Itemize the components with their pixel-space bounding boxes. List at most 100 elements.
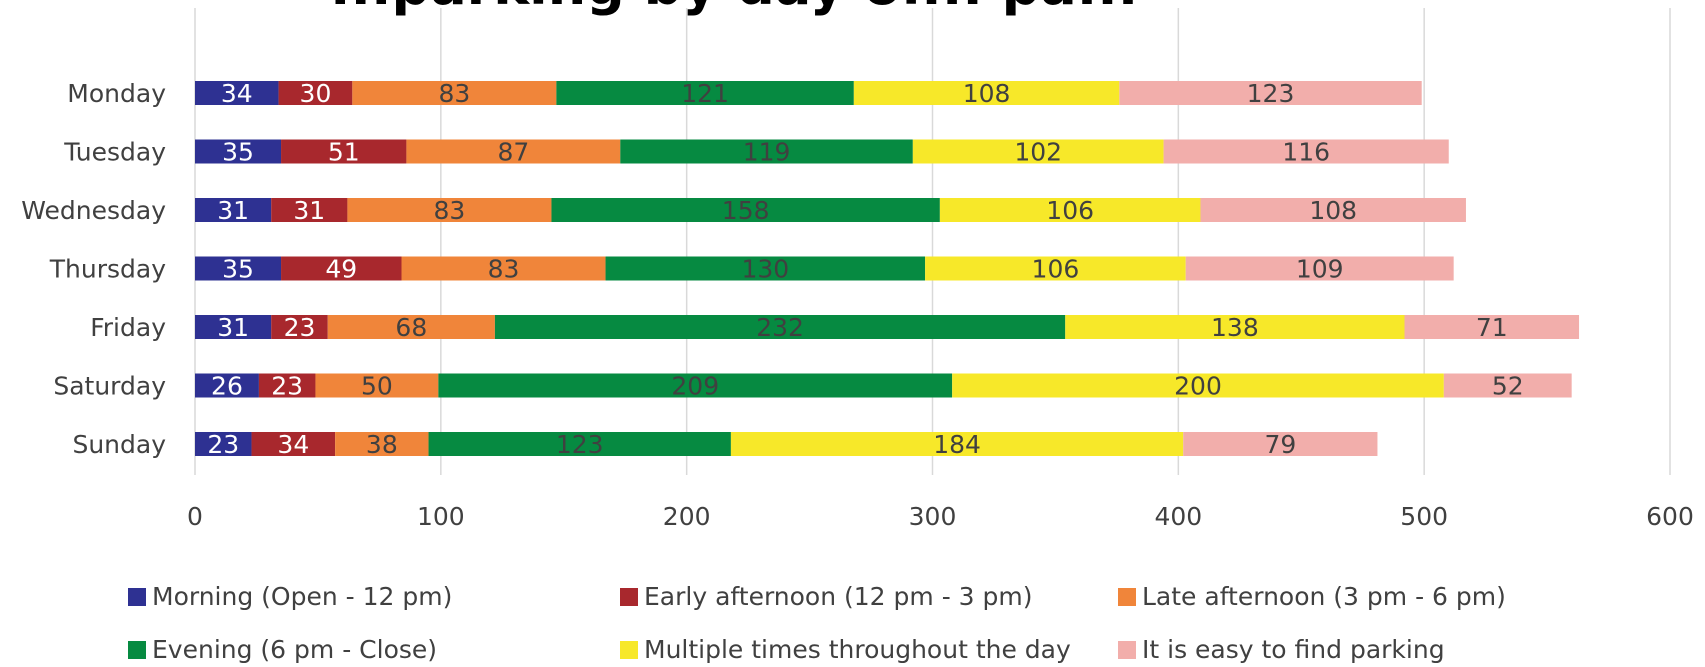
bar-segment: [1443, 373, 1572, 398]
data-label: 121: [681, 79, 729, 108]
data-label: 71: [1476, 313, 1508, 342]
x-tick-label: 0: [187, 502, 203, 531]
data-label: 130: [741, 255, 789, 284]
bar-segment: [605, 256, 926, 281]
data-label: 23: [271, 372, 303, 401]
category-label: Thursday: [49, 255, 166, 284]
data-label: 109: [1296, 255, 1344, 284]
data-label: 106: [1046, 196, 1094, 225]
bar-segment: [1119, 81, 1422, 105]
category-label: Friday: [90, 313, 166, 342]
bar-segment: [1183, 432, 1378, 456]
category-label: Saturday: [53, 372, 166, 401]
bar-segment: [258, 373, 316, 398]
bar-segment: [347, 198, 552, 222]
data-label: 31: [293, 196, 325, 225]
category-label: Tuesday: [63, 138, 166, 167]
data-label: 26: [211, 372, 243, 401]
data-label: 116: [1282, 138, 1330, 167]
bar-segment: [195, 81, 279, 105]
data-label: 34: [221, 79, 253, 108]
category-label: Sunday: [72, 430, 166, 459]
data-label: 35: [222, 138, 254, 167]
bar-segment: [195, 256, 282, 281]
data-label: 108: [1309, 196, 1357, 225]
x-tick-label: 100: [417, 502, 465, 531]
x-tick-label: 400: [1154, 502, 1202, 531]
bar-segment: [271, 198, 348, 222]
x-tick-label: 500: [1400, 502, 1448, 531]
data-label: 232: [756, 313, 804, 342]
bar-segment: [1200, 198, 1466, 222]
bar-segment: [1163, 139, 1449, 164]
data-label: 68: [395, 313, 427, 342]
data-label: 52: [1492, 372, 1524, 401]
bar-segment: [853, 81, 1120, 105]
data-label: 83: [488, 255, 520, 284]
data-label: 34: [277, 430, 309, 459]
bar-segment: [939, 198, 1201, 222]
bar-segment: [428, 432, 731, 456]
bar-segment: [278, 81, 353, 105]
data-label: 51: [328, 138, 360, 167]
bar-segment: [401, 256, 606, 281]
bar-segment: [1404, 315, 1580, 339]
data-label: 83: [434, 196, 466, 225]
data-label: 31: [217, 196, 249, 225]
bar-segment: [281, 256, 402, 281]
bar-segment: [271, 315, 328, 339]
x-tick-label: 200: [663, 502, 711, 531]
bar-segment: [327, 315, 495, 339]
bar-segment: [195, 373, 259, 398]
bar-segment: [195, 315, 272, 339]
data-label: 49: [325, 255, 357, 284]
data-label: 108: [963, 79, 1011, 108]
x-tick-label: 300: [909, 502, 957, 531]
data-label: 184: [933, 430, 981, 459]
bar-segment: [195, 432, 252, 456]
data-label: 50: [361, 372, 393, 401]
data-label: 23: [284, 313, 316, 342]
data-label: 87: [497, 138, 529, 167]
data-label: 158: [722, 196, 770, 225]
bar-segment: [438, 373, 953, 398]
data-label: 102: [1014, 138, 1062, 167]
bar-segment: [251, 432, 336, 456]
bar-segment: [281, 139, 407, 164]
bar-segment: [195, 198, 272, 222]
data-label: 106: [1032, 255, 1080, 284]
data-label: 35: [222, 255, 254, 284]
data-label: 123: [556, 430, 604, 459]
data-label: 119: [743, 138, 791, 167]
data-label: 38: [366, 430, 398, 459]
data-label: 209: [671, 372, 719, 401]
data-label: 83: [438, 79, 470, 108]
data-label: 138: [1211, 313, 1259, 342]
bar-segment: [1185, 256, 1454, 281]
bar-segment: [551, 198, 940, 222]
data-label: 31: [217, 313, 249, 342]
chart-title: ...parking by day of... pa...: [330, 0, 1138, 17]
bar-segment: [912, 139, 1164, 164]
data-label: 79: [1264, 430, 1296, 459]
bar-segment: [406, 139, 621, 164]
bar-segment: [925, 256, 1186, 281]
bar-segment: [195, 139, 282, 164]
category-label: Monday: [67, 79, 166, 108]
bar-segment: [556, 81, 854, 105]
bar-segment: [730, 432, 1184, 456]
bar-segment: [1065, 315, 1405, 339]
bar-segment: [494, 315, 1066, 339]
x-tick-label: 600: [1646, 502, 1694, 531]
bar-segment: [352, 81, 557, 105]
bar-segment: [315, 373, 439, 398]
data-label: 30: [300, 79, 332, 108]
bar-segment: [620, 139, 913, 164]
data-label: 200: [1174, 372, 1222, 401]
data-label: 123: [1247, 79, 1295, 108]
category-label: Wednesday: [21, 196, 166, 225]
bar-segment: [335, 432, 429, 456]
data-label: 23: [207, 430, 239, 459]
bar-segment: [952, 373, 1444, 398]
